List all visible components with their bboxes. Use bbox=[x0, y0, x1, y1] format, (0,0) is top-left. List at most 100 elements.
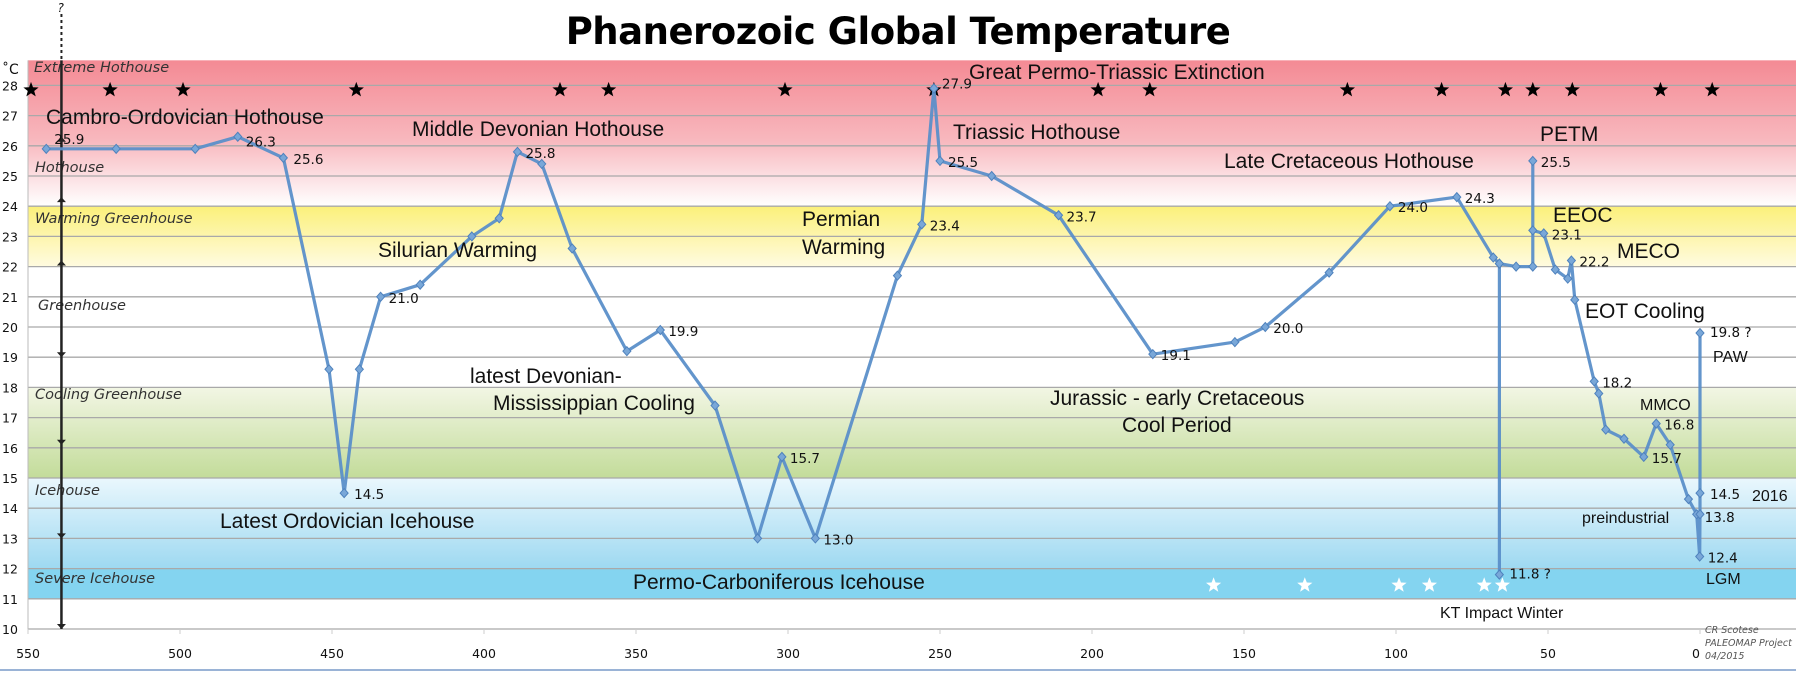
impact-star-icon bbox=[1494, 577, 1510, 592]
data-point bbox=[339, 487, 349, 499]
data-point bbox=[710, 400, 720, 411]
x-tick-label: 0 bbox=[1692, 646, 1700, 661]
data-label: 13.8 bbox=[1705, 510, 1735, 526]
annotation-permo-carboniferous-icehouse: Permo-Carboniferous Icehouse bbox=[633, 571, 925, 594]
data-label: 16.8 bbox=[1664, 418, 1694, 434]
annotation-middle-devonian-hothouse: Middle Devonian Hothouse bbox=[412, 118, 664, 141]
y-tick-label: 13 bbox=[2, 531, 18, 546]
data-label: 27.9 bbox=[942, 76, 972, 92]
extinction-star-icon bbox=[1564, 81, 1580, 97]
data-point bbox=[1488, 252, 1498, 263]
x-tick-label: 500 bbox=[168, 646, 192, 661]
x-tick-label: 150 bbox=[1232, 646, 1256, 661]
data-point bbox=[567, 243, 577, 254]
annotation-kt-impact-winter: KT Impact Winter bbox=[1440, 605, 1564, 622]
data-label: 14.5 bbox=[1710, 487, 1740, 503]
extinction-star-icon bbox=[23, 81, 39, 97]
data-point bbox=[1566, 255, 1577, 266]
data-point bbox=[1594, 388, 1604, 399]
y-tick-label: 18 bbox=[2, 380, 18, 395]
y-tick-label: 15 bbox=[2, 471, 18, 486]
data-point bbox=[1230, 336, 1240, 348]
data-point bbox=[892, 270, 903, 281]
annotation-warming: Warming bbox=[802, 236, 885, 259]
data-label: 25.8 bbox=[525, 146, 555, 162]
band-label: Hothouse bbox=[35, 160, 104, 176]
data-label: 14.5 bbox=[354, 487, 384, 503]
annotation-eot-cooling: EOT Cooling bbox=[1585, 300, 1705, 323]
data-label: 26.3 bbox=[246, 135, 276, 151]
annotation-mmco: MMCO bbox=[1640, 397, 1691, 414]
data-label: 19.9 bbox=[668, 324, 698, 340]
annotation-latest-ordovician-icehouse: Latest Ordovician Icehouse bbox=[220, 510, 474, 533]
annotation-silurian-warming: Silurian Warming bbox=[378, 239, 537, 262]
data-point bbox=[1695, 508, 1705, 520]
x-tick-label: 550 bbox=[16, 646, 40, 661]
annotation-triassic-hothouse: Triassic Hothouse bbox=[953, 121, 1120, 144]
data-label: 23.7 bbox=[1067, 209, 1097, 225]
y-tick-label: 11 bbox=[2, 592, 18, 607]
impact-star-icon bbox=[1391, 577, 1407, 592]
climate-bands bbox=[28, 60, 1796, 599]
data-point bbox=[324, 364, 334, 375]
extinction-star-icon bbox=[1434, 81, 1450, 97]
arrowhead-down-icon bbox=[56, 533, 66, 539]
data-point bbox=[777, 451, 787, 463]
data-point bbox=[1619, 433, 1629, 444]
data-label: 15.7 bbox=[790, 451, 820, 467]
data-point bbox=[1639, 451, 1649, 463]
data-point bbox=[467, 231, 477, 242]
y-tick-label: 23 bbox=[2, 229, 18, 244]
data-label: 11.8 ? bbox=[1509, 567, 1551, 583]
band-label: Extreme Hothouse bbox=[34, 60, 169, 76]
x-tick-label: 200 bbox=[1080, 646, 1104, 661]
chart-title: Phanerozoic Global Temperature bbox=[565, 10, 1231, 53]
y-tick-label: 12 bbox=[2, 562, 18, 577]
extinction-star-icon bbox=[1497, 81, 1513, 97]
data-point bbox=[917, 219, 927, 230]
credit-author: CR Scotese bbox=[1705, 625, 1759, 636]
y-axis-unit: ˚C bbox=[2, 61, 19, 78]
band-icehouse bbox=[28, 478, 1796, 569]
data-point bbox=[752, 533, 763, 544]
y-tick-label: 17 bbox=[2, 411, 18, 426]
extinction-star-icon bbox=[1704, 81, 1720, 97]
data-label: 23.4 bbox=[930, 218, 960, 234]
data-label: 24.0 bbox=[1398, 200, 1428, 216]
data-label: 24.3 bbox=[1465, 191, 1495, 207]
arrowhead-down-icon bbox=[56, 624, 66, 629]
data-label: 12.4 bbox=[1708, 551, 1738, 567]
data-point bbox=[354, 364, 365, 375]
data-point bbox=[494, 213, 504, 224]
band-label: Severe Icehouse bbox=[35, 571, 155, 587]
annotation-2016: 2016 bbox=[1752, 488, 1788, 505]
annotation-cool-period: Cool Period bbox=[1122, 414, 1232, 437]
band-hothouse bbox=[28, 60, 1796, 207]
data-point bbox=[1528, 261, 1538, 272]
impact-star-icon bbox=[1297, 577, 1313, 592]
data-point bbox=[233, 131, 243, 142]
data-point bbox=[41, 143, 51, 155]
band-label: Cooling Greenhouse bbox=[35, 387, 182, 403]
extinction-star-icon bbox=[1339, 81, 1355, 97]
x-tick-label: 50 bbox=[1540, 646, 1556, 661]
extinction-star-icon bbox=[1652, 81, 1669, 97]
y-tick-label: 22 bbox=[2, 260, 18, 275]
data-point bbox=[1260, 321, 1270, 333]
data-point bbox=[1589, 376, 1599, 387]
data-label: 25.6 bbox=[293, 152, 323, 168]
data-label: 25.9 bbox=[54, 132, 84, 148]
credit-project: PALEOMAP Project bbox=[1705, 638, 1793, 649]
y-tick-label: 21 bbox=[2, 290, 18, 305]
annotation-petm: PETM bbox=[1540, 123, 1598, 146]
y-tick-label: 19 bbox=[2, 350, 18, 365]
data-point bbox=[1601, 424, 1611, 435]
extinction-star-icon bbox=[1142, 81, 1158, 97]
data-point bbox=[512, 146, 523, 158]
annotations: Cambro-Ordovician Hothouse Middle Devonia… bbox=[46, 61, 1788, 622]
axes: 10 11 12 13 14 15 16 17 18 19 20 21 22 23 24 25 26 27 28 55… bbox=[0, 60, 1796, 671]
annotation-mississippian-cooling: Mississippian Cooling bbox=[493, 392, 695, 415]
data-point bbox=[1452, 191, 1462, 203]
y-tick-label: 14 bbox=[2, 501, 18, 516]
data-point bbox=[935, 155, 945, 167]
